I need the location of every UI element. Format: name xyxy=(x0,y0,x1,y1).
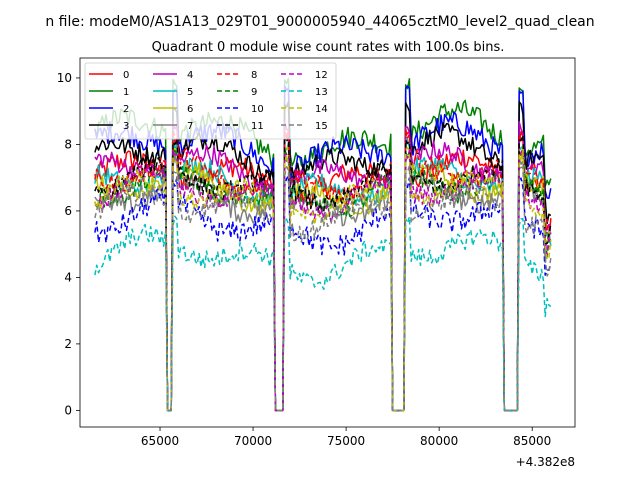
figure-suptitle: n file: modeM0/AS1A13_029T01_9000005940_… xyxy=(45,14,594,30)
series-line-15 xyxy=(94,165,552,412)
series-line-13 xyxy=(94,215,552,412)
y-tick-label: 2 xyxy=(64,337,72,351)
legend-label-14: 14 xyxy=(315,104,328,115)
legend-label-11: 11 xyxy=(251,121,264,132)
chart-title: Quadrant 0 module wise count rates with … xyxy=(152,40,505,55)
x-tick-label: 70000 xyxy=(234,434,272,448)
legend-label-13: 13 xyxy=(315,87,328,98)
x-axis-offset-label: +4.382e8 xyxy=(516,455,575,469)
legend-frame xyxy=(84,62,337,140)
legend-label-0: 0 xyxy=(123,70,129,81)
y-tick-label: 10 xyxy=(57,71,72,85)
legend-label-6: 6 xyxy=(187,104,193,115)
x-tick-label: 85000 xyxy=(513,434,551,448)
axes-frame xyxy=(79,57,576,428)
legend-label-5: 5 xyxy=(187,87,193,98)
x-tick-label: 80000 xyxy=(420,434,458,448)
y-tick-label: 6 xyxy=(64,204,72,218)
x-tick-label: 65000 xyxy=(141,434,179,448)
y-tick-label: 0 xyxy=(64,403,72,417)
x-tick-label: 75000 xyxy=(327,434,365,448)
legend-label-7: 7 xyxy=(187,121,193,132)
legend-label-1: 1 xyxy=(123,87,129,98)
legend-label-15: 15 xyxy=(315,121,328,132)
legend-label-3: 3 xyxy=(123,121,129,132)
y-tick-label: 4 xyxy=(64,270,72,284)
x-axis: 65000 70000 75000 80000 85000 xyxy=(141,427,551,448)
legend-label-2: 2 xyxy=(123,104,129,115)
legend-label-12: 12 xyxy=(315,70,328,81)
legend-label-4: 4 xyxy=(187,70,193,81)
y-tick-label: 8 xyxy=(64,137,72,151)
legend-label-9: 9 xyxy=(251,87,257,98)
legend-label-8: 8 xyxy=(251,70,257,81)
series-layer xyxy=(94,77,552,412)
legend-label-10: 10 xyxy=(251,104,264,115)
y-axis: 0 2 4 6 8 10 xyxy=(57,71,80,417)
